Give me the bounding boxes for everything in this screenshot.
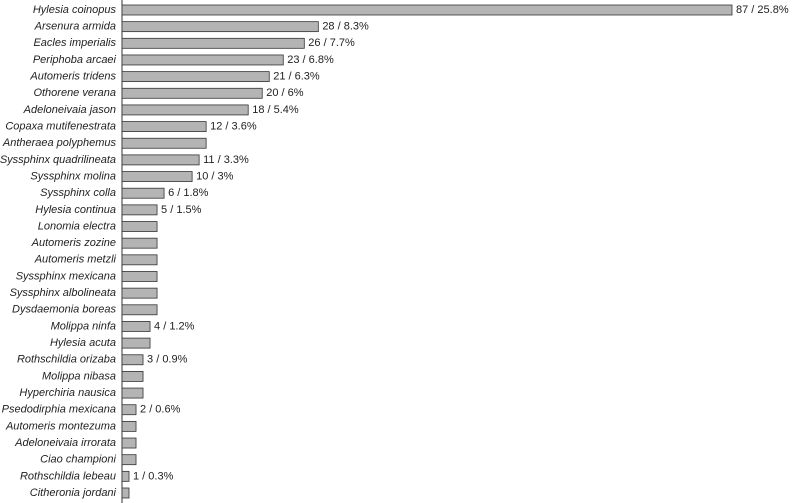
bar [121,171,193,182]
value-label: 21 / 6.3% [273,71,320,83]
bar [121,321,151,332]
category-label: Hylesia acuta [50,337,116,349]
value-label: 3 / 0.9% [147,354,188,366]
bar [121,4,733,16]
category-label: Syssphinx albolineata [10,287,116,299]
category-label: Ciao championi [40,454,116,466]
value-label: 10 / 3% [196,170,234,182]
category-label: Syssphinx molina [30,170,116,182]
value-label: 18 / 5.4% [252,104,299,116]
category-label: Dysdaemonia boreas [12,304,116,316]
category-label: Syssphinx quadrilineata [0,154,116,166]
bar [121,21,319,33]
bar [121,154,200,166]
bar [121,121,207,132]
category-label: Automeris tridens [29,71,116,83]
bar [121,371,144,382]
bar [121,304,158,316]
bar [121,54,284,66]
bar [121,337,151,349]
bar [121,487,130,499]
bar [121,420,137,432]
bar [121,354,144,366]
value-label: 87 / 25.8% [736,4,789,16]
category-label: Syssphinx colla [40,187,116,199]
category-label: Rothschildia orizaba [17,354,116,366]
bar [121,387,144,399]
category-label: Eacles imperialis [33,37,116,49]
value-label: 6 / 1.8% [168,187,209,199]
category-label: Adeloneivaia jason [23,104,116,116]
category-label: Hylesia coinopus [33,4,117,16]
value-label: 5 / 1.5% [161,204,202,216]
value-label: 4 / 1.2% [154,320,195,332]
value-label: 12 / 3.6% [210,120,257,132]
bar [121,221,158,232]
bar [121,437,137,449]
bar [121,237,158,249]
category-label: Automeris zozine [31,237,116,249]
value-label: 26 / 7.7% [308,37,355,49]
category-label: Rothschildia lebeau [20,470,116,482]
category-label: Citheronia jordani [30,487,117,499]
category-label: Molippa ninfa [51,320,116,332]
category-label: Automeris metzli [34,254,117,266]
bar [121,37,305,49]
category-label: Molippa nibasa [42,370,116,382]
bar [121,71,270,83]
category-label: Hylesia continua [35,204,116,216]
category-label: Othorene verana [33,87,116,99]
bar [121,271,158,282]
category-label: Copaxa mutifenestrata [5,120,116,132]
bar [121,254,158,266]
bar [121,287,158,299]
bar [121,404,137,416]
category-label: Automeris montezuma [5,420,116,432]
category-label: Adeloneivaia irrorata [14,437,116,449]
value-label: 2 / 0.6% [140,404,181,416]
bar [121,87,263,99]
bar [121,454,137,466]
bar [121,104,249,116]
category-label: Hyperchiria nausica [19,387,116,399]
bar [121,137,207,149]
category-label: Syssphinx mexicana [16,270,116,282]
category-label: Antheraea polyphemus [2,137,117,149]
category-label: Psedodirphia mexicana [2,404,116,416]
bar [121,204,158,216]
value-label: 1 / 0.3% [133,470,174,482]
category-label: Arsenura armida [34,21,116,33]
category-label: Periphoba arcaei [33,54,117,66]
value-label: 20 / 6% [266,87,304,99]
bar [121,187,165,199]
category-label: Lonomia electra [38,220,116,232]
value-label: 11 / 3.3% [203,154,249,166]
value-label: 28 / 8.3% [322,21,369,33]
value-label: 23 / 6.8% [287,54,334,66]
bar [121,470,130,482]
